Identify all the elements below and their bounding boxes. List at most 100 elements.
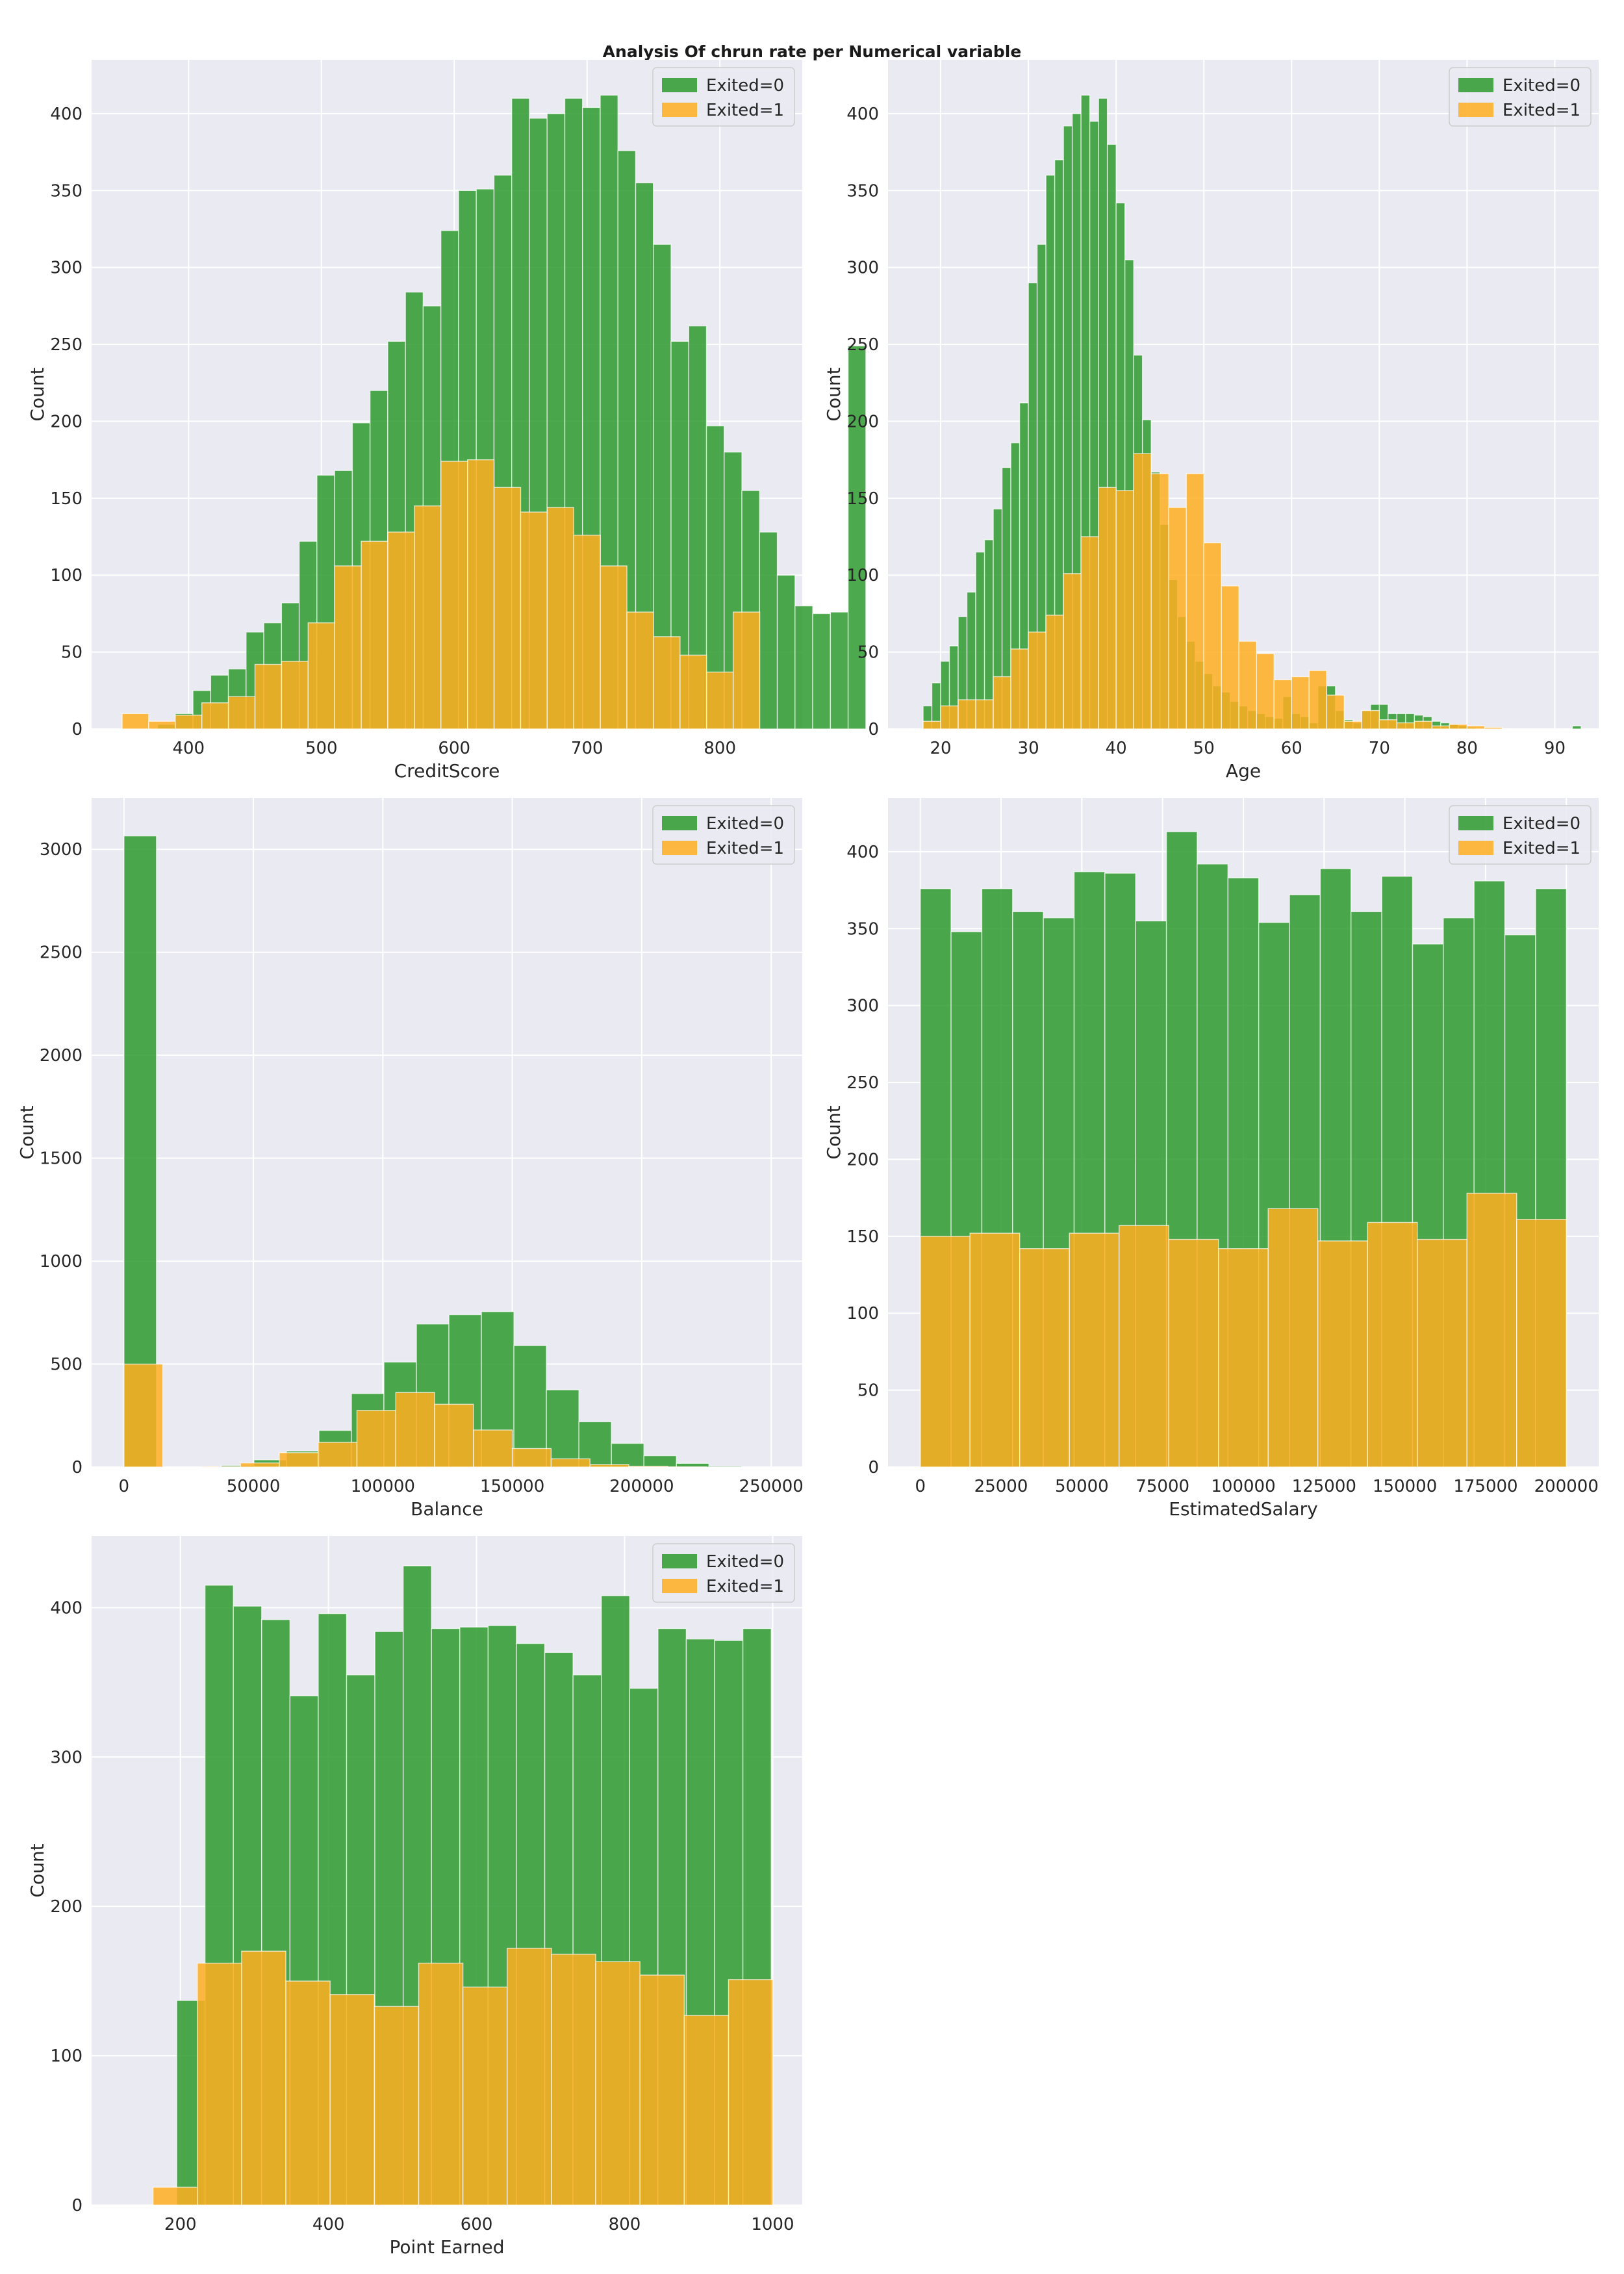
histogram-bar xyxy=(1396,722,1415,730)
histogram-bar xyxy=(1431,725,1451,730)
legend-label-exited-1: Exited=1 xyxy=(706,101,784,120)
histogram-bar xyxy=(812,613,831,730)
y-tick-label: 300 xyxy=(50,259,82,278)
legend-label-exited-0: Exited=0 xyxy=(1503,814,1580,834)
histogram-bar xyxy=(361,541,388,730)
legend-swatch-exited-1 xyxy=(662,841,697,855)
y-tick-label: 0 xyxy=(71,1458,82,1477)
x-tick-label: 175000 xyxy=(1453,1477,1517,1496)
histogram-bar xyxy=(1367,1221,1418,1468)
chart-panel-5: 0 100 200 300 400 200 400 600 800 1000 Point Earne… xyxy=(27,1536,802,2258)
histogram-bar xyxy=(254,663,283,730)
legend: Exited=0 Exited=1 xyxy=(1449,805,1592,865)
y-tick-label: 100 xyxy=(50,566,82,585)
histogram-bar xyxy=(600,565,628,730)
legend-swatch-exited-0 xyxy=(662,816,697,830)
y-tick-label: 3000 xyxy=(40,840,82,860)
legend-label-exited-0: Exited=0 xyxy=(706,1552,784,1572)
histogram-bar xyxy=(993,676,1011,730)
x-tick-label: 500 xyxy=(305,739,338,758)
y-tick-label: 0 xyxy=(868,720,879,739)
series-exited-1 xyxy=(152,1947,774,2206)
histogram-bar xyxy=(241,1950,286,2206)
y-tick-label: 50 xyxy=(857,1381,879,1401)
y-tick-label: 200 xyxy=(50,412,82,431)
histogram-bar xyxy=(1238,641,1257,730)
legend: Exited=0 Exited=1 xyxy=(652,1543,795,1603)
histogram-bar xyxy=(958,699,976,730)
histogram-bar xyxy=(546,507,574,730)
y-tick-label: 0 xyxy=(71,2196,82,2216)
y-axis-label: Count xyxy=(823,1105,844,1159)
histogram-bar xyxy=(1098,487,1117,730)
figure-title: Analysis Of chrun rate per Numerical var… xyxy=(603,42,1022,61)
x-tick-label: 75000 xyxy=(1136,1477,1189,1496)
histogram-bar xyxy=(440,461,468,730)
y-tick-label: 50 xyxy=(857,643,879,663)
y-axis-label: Count xyxy=(27,367,48,421)
y-tick-label: 0 xyxy=(71,720,82,739)
histogram-bar xyxy=(1045,615,1064,730)
histogram-bar xyxy=(1267,1208,1319,1468)
histogram-bar xyxy=(708,1466,742,1468)
series-exited-1 xyxy=(922,453,1503,730)
histogram-bar xyxy=(1343,721,1363,730)
x-tick-label: 125000 xyxy=(1292,1477,1356,1496)
histogram-bar xyxy=(1218,1248,1269,1468)
histogram-bar xyxy=(628,1466,668,1468)
histogram-bar xyxy=(1571,725,1582,730)
histogram-bar xyxy=(1168,1238,1219,1468)
histogram-bar xyxy=(1028,632,1047,730)
x-tick-label: 200 xyxy=(164,2215,197,2234)
histogram-bar xyxy=(1516,1219,1567,1468)
x-tick-label: 400 xyxy=(312,2215,345,2234)
x-tick-label: 200000 xyxy=(609,1477,674,1496)
x-tick-label: 80 xyxy=(1456,739,1478,758)
histogram-bar xyxy=(201,1466,241,1468)
histogram-bar xyxy=(281,661,309,730)
y-tick-label: 350 xyxy=(846,181,879,201)
x-tick-label: 50000 xyxy=(1055,1477,1109,1496)
legend-swatch-exited-1 xyxy=(1458,103,1493,117)
x-tick-label: 100000 xyxy=(1211,1477,1275,1496)
x-tick-label: 700 xyxy=(571,739,603,758)
series-exited-1 xyxy=(123,1363,707,1468)
y-tick-label: 2500 xyxy=(40,943,82,963)
x-tick-label: 50 xyxy=(1193,739,1215,758)
histogram-bar xyxy=(639,1974,685,2206)
histogram-bar xyxy=(148,721,176,730)
histogram-bar xyxy=(1069,1233,1120,1468)
x-tick-label: 0 xyxy=(119,1477,130,1496)
histogram-bar xyxy=(152,2186,198,2206)
histogram-bar xyxy=(922,721,941,730)
histogram-bar xyxy=(473,1429,513,1468)
x-tick-label: 1000 xyxy=(751,2215,794,2234)
x-tick-label: 0 xyxy=(915,1477,926,1496)
y-tick-label: 100 xyxy=(846,566,879,585)
histogram-bar xyxy=(1019,1248,1070,1468)
y-tick-label: 400 xyxy=(50,1598,82,1618)
y-tick-label: 300 xyxy=(50,1748,82,1767)
histogram-bar xyxy=(847,345,867,730)
x-tick-label: 100000 xyxy=(351,1477,415,1496)
x-tick-label: 90 xyxy=(1544,739,1566,758)
histogram-bar xyxy=(1361,709,1380,730)
chart-panel-2: 0 50 100 150 200 250 300 350 400 20 30 40 50 60 70 80 90… xyxy=(823,60,1599,782)
histogram-bar xyxy=(550,1458,590,1468)
y-tick-label: 350 xyxy=(50,181,82,201)
histogram-bar xyxy=(1115,490,1134,730)
legend-swatch-exited-1 xyxy=(662,1579,697,1593)
legend-swatch-exited-0 xyxy=(1458,78,1493,92)
chart-panel-4: 0 50 100 150 200 250 300 350 400 0 25000 50000 75000… xyxy=(823,798,1599,1520)
histogram-bar xyxy=(1466,1192,1517,1468)
histogram-bar xyxy=(121,713,149,730)
histogram-bar xyxy=(920,1236,971,1468)
histogram-bar xyxy=(975,699,994,730)
histogram-bar xyxy=(1119,1225,1169,1468)
histogram-bar xyxy=(279,1452,319,1468)
x-tick-label: 150000 xyxy=(480,1477,544,1496)
legend-label-exited-0: Exited=0 xyxy=(706,76,784,96)
histogram-bar xyxy=(1378,719,1398,730)
histogram-bar xyxy=(123,1363,164,1468)
legend-label-exited-0: Exited=0 xyxy=(706,814,784,834)
